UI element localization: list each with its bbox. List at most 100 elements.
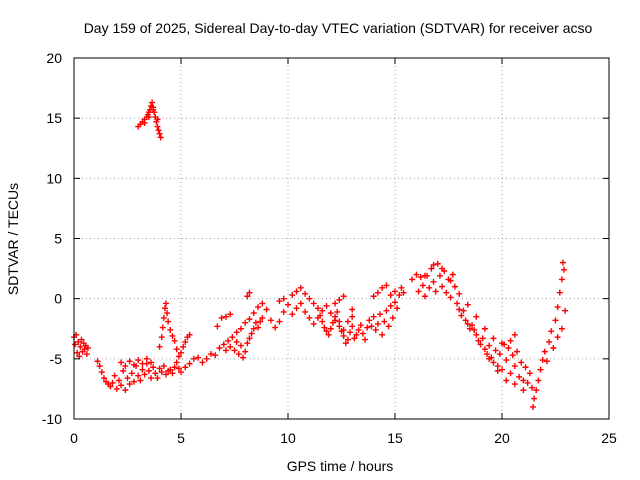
data-point <box>392 299 398 306</box>
data-point <box>289 292 296 299</box>
data-point <box>347 329 354 336</box>
data-point <box>214 323 221 330</box>
data-point <box>419 282 426 289</box>
data-point <box>259 300 266 307</box>
data-point <box>340 332 347 339</box>
data-point <box>507 370 514 377</box>
data-point <box>96 363 103 370</box>
data-point <box>81 346 88 353</box>
data-point <box>319 318 326 325</box>
data-point <box>255 324 262 331</box>
data-point <box>180 343 187 350</box>
data-point <box>143 355 150 362</box>
y-tick-label: -10 <box>42 411 62 427</box>
data-point <box>154 123 161 130</box>
data-point <box>434 260 441 267</box>
data-point <box>499 366 505 373</box>
data-point <box>554 334 561 341</box>
data-point <box>398 284 405 291</box>
data-point <box>507 337 514 344</box>
data-point <box>528 384 535 391</box>
y-tick-label: 0 <box>54 291 62 307</box>
data-point <box>175 353 182 360</box>
data-point <box>248 330 255 337</box>
data-point <box>216 345 223 352</box>
data-point <box>167 366 174 373</box>
data-point <box>72 341 79 348</box>
data-point <box>362 336 369 343</box>
data-point <box>148 375 155 382</box>
data-point <box>164 310 171 317</box>
y-tick-label: 20 <box>46 50 62 66</box>
data-point <box>163 300 170 307</box>
data-point <box>503 357 510 364</box>
x-axis-label: GPS time / hours <box>287 458 394 474</box>
data-point <box>195 354 202 361</box>
data-point <box>466 325 473 332</box>
data-point <box>135 372 142 379</box>
data-point <box>364 324 371 331</box>
data-point <box>276 298 283 305</box>
data-point <box>355 326 362 333</box>
data-point <box>145 367 152 374</box>
data-point <box>157 134 164 141</box>
data-point <box>394 305 401 312</box>
data-point <box>161 305 168 312</box>
data-point <box>74 349 81 356</box>
x-tick-label: 10 <box>280 430 296 446</box>
data-point <box>173 359 180 366</box>
data-point <box>447 277 454 284</box>
data-point <box>490 335 497 342</box>
data-point <box>109 379 116 386</box>
data-point <box>537 366 544 373</box>
data-point <box>111 372 118 379</box>
data-point <box>233 338 240 345</box>
data-point <box>126 358 133 365</box>
data-point <box>513 348 520 355</box>
data-point <box>113 385 120 392</box>
data-point <box>306 295 313 302</box>
data-point <box>150 106 157 113</box>
data-point <box>297 300 304 307</box>
data-point <box>289 311 296 318</box>
data-point <box>342 340 349 347</box>
data-point <box>154 116 161 123</box>
chart-title: Day 159 of 2025, Sidereal Day-to-day VTE… <box>84 20 593 36</box>
data-point <box>518 359 525 366</box>
data-point <box>473 313 480 320</box>
data-point <box>130 361 137 368</box>
data-point <box>78 336 85 343</box>
data-point <box>456 306 463 313</box>
data-point <box>242 319 249 326</box>
data-point <box>169 332 176 339</box>
data-point <box>372 326 379 333</box>
data-point <box>449 271 456 278</box>
data-point <box>439 283 446 290</box>
data-point <box>323 302 330 309</box>
data-point <box>246 316 253 323</box>
data-point <box>124 375 131 382</box>
data-point <box>220 341 227 348</box>
data-point <box>332 300 339 307</box>
data-point <box>475 337 482 344</box>
data-point <box>310 320 317 327</box>
data-point <box>524 379 531 386</box>
data-point <box>541 348 548 355</box>
data-point <box>122 387 129 394</box>
data-point <box>145 113 152 120</box>
data-point <box>182 364 189 371</box>
data-point <box>550 345 557 352</box>
data-point <box>94 358 101 365</box>
data-point <box>526 370 533 377</box>
data-point <box>280 295 287 302</box>
data-point <box>293 305 300 312</box>
data-point <box>349 313 356 320</box>
data-point <box>237 325 244 332</box>
data-point <box>235 351 242 358</box>
data-point <box>481 346 488 353</box>
data-point <box>222 313 229 320</box>
data-point <box>430 261 437 268</box>
data-point <box>334 308 341 315</box>
data-point <box>259 314 266 321</box>
data-point <box>460 307 467 314</box>
